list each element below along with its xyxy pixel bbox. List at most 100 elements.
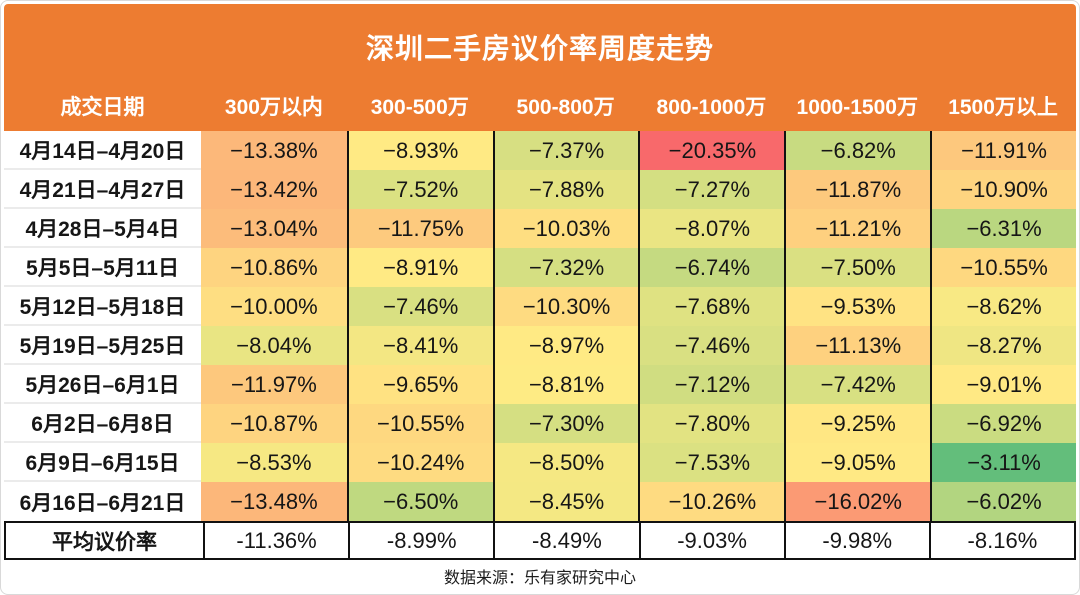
value-cell: −11.75% [346,209,493,248]
value-cell: −10.30% [492,287,639,326]
value-cell: −9.53% [784,287,931,326]
average-row-label: 平均议价率 [6,523,203,558]
average-value-cell: -8.16% [928,523,1074,558]
date-cell: 5月5日–5月11日 [4,248,201,287]
column-header-price-band: 500-800万 [516,96,615,119]
date-cell: 5月26日–6月1日 [4,365,201,404]
source-note: 数据来源：乐有家研究中心 [4,560,1076,591]
value-cell: −10.90% [930,170,1076,209]
date-cell: 5月12日–5月18日 [4,287,201,326]
value-cell: −9.65% [346,365,493,404]
value-cell: −10.03% [492,209,639,248]
date-cell: 4月21日–4月27日 [4,170,201,209]
value-cell: −7.53% [638,443,785,482]
value-cell: −8.07% [638,209,785,248]
value-cell: −6.74% [638,248,785,287]
value-cell: −8.93% [346,131,493,170]
value-cell: −7.68% [638,287,785,326]
value-cell: −8.50% [492,443,639,482]
value-cell: −10.87% [201,404,347,443]
table-row: 5月19日–5月25日 −8.04% −8.41% −8.97% −7.46% −11.1… [4,326,1076,365]
table-row: 6月9日–6月15日 −8.53% −10.24% −8.50% −7.53% −9.05… [4,443,1076,482]
value-cell: −7.46% [638,326,785,365]
value-cell: −10.86% [201,248,347,287]
average-value-cell: -11.36% [203,523,349,558]
column-header-price-band: 300万以内 [224,96,323,119]
value-cell: −8.45% [492,482,639,521]
value-cell: −13.04% [201,209,347,248]
average-value-cell: -9.98% [783,523,929,558]
value-cell: −8.04% [201,326,347,365]
date-cell: 6月16日–6月21日 [4,482,201,521]
column-header-price-band: 300-500万 [370,96,469,119]
value-cell: −10.26% [638,482,785,521]
page-title: 深圳二手房议价率周度走势 [365,32,714,64]
value-cell: −11.91% [930,131,1076,170]
value-cell: −11.13% [784,326,931,365]
value-cell: −13.38% [201,131,347,170]
value-cell: −7.52% [346,170,493,209]
value-cell: −7.27% [638,170,785,209]
date-cell: 5月19日–5月25日 [4,326,201,365]
value-cell: −8.97% [492,326,639,365]
value-cell: −7.50% [784,248,931,287]
table-row: 5月26日–6月1日 −11.97% −9.65% −8.81% −7.12% −7.42… [4,365,1076,404]
date-cell: 6月2日–6月8日 [4,404,201,443]
table-row: 4月28日–5月4日 −13.04% −11.75% −10.03% −8.07% −11… [4,209,1076,248]
value-cell: −11.21% [784,209,931,248]
value-cell: −7.42% [784,365,931,404]
value-cell: −6.31% [930,209,1076,248]
table-row: 6月16日–6月21日 −13.48% −6.50% −8.45% −10.26% −16… [4,482,1076,521]
value-cell: −9.05% [784,443,931,482]
table-row: 6月2日–6月8日 −10.87% −10.55% −7.30% −7.80% −9.25… [4,404,1076,443]
value-cell: −13.48% [201,482,347,521]
value-cell: −7.80% [638,404,785,443]
date-cell: 4月14日–4月20日 [4,131,201,170]
average-value-cell: -8.99% [348,523,494,558]
value-cell: −9.25% [784,404,931,443]
value-cell: −11.97% [201,365,347,404]
value-cell: −7.46% [346,287,493,326]
table-row: 4月21日–4月27日 −13.42% −7.52% −7.88% −7.27% −11.… [4,170,1076,209]
column-header-date: 成交日期 [60,96,145,119]
value-cell: −6.92% [930,404,1076,443]
value-cell: −6.82% [784,131,931,170]
value-cell: −8.81% [492,365,639,404]
value-cell: −6.50% [346,482,493,521]
value-cell: −8.53% [201,443,347,482]
value-cell: −8.41% [346,326,493,365]
table-row: 5月12日–5月18日 −10.00% −7.46% −10.30% −7.68% −9.… [4,287,1076,326]
column-header-row: 成交日期 300万以内 300-500万 500-800万 800-1000万 1000-… [4,89,1076,131]
value-cell: −10.24% [346,443,493,482]
average-value-cell: -8.49% [493,523,639,558]
table-body: 4月14日–4月20日 −13.38% −8.93% −7.37% −20.35% −6.… [4,131,1076,521]
value-cell: −8.27% [930,326,1076,365]
table-row: 5月5日–5月11日 −10.86% −8.91% −7.32% −6.74% −7.50… [4,248,1076,287]
value-cell: −8.91% [346,248,493,287]
value-cell: −10.55% [930,248,1076,287]
value-cell: −10.55% [346,404,493,443]
value-cell: −7.30% [492,404,639,443]
value-cell: −10.00% [201,287,347,326]
value-cell: −7.37% [492,131,639,170]
column-header-price-band: 1000-1500万 [796,96,918,119]
table-row: 4月14日–4月20日 −13.38% −8.93% −7.37% −20.35% −6.… [4,131,1076,170]
value-cell: −3.11% [930,443,1076,482]
date-cell: 4月28日–5月4日 [4,209,201,248]
value-cell: −7.12% [638,365,785,404]
column-header-price-band: 1500万以上 [948,96,1058,119]
value-cell: −9.01% [930,365,1076,404]
value-cell: −6.02% [930,482,1076,521]
value-cell: −20.35% [638,131,785,170]
average-value-cell: -9.03% [638,523,784,558]
value-cell: −11.87% [784,170,931,209]
column-header-price-band: 800-1000万 [656,96,767,119]
value-cell: −13.42% [201,170,347,209]
date-cell: 6月9日–6月15日 [4,443,201,482]
value-cell: −8.62% [930,287,1076,326]
value-cell: −7.32% [492,248,639,287]
value-cell: −16.02% [784,482,931,521]
table-header: 深圳二手房议价率周度走势 成交日期 300万以内 300-500万 500-800万 8… [4,4,1076,131]
value-cell: −7.88% [492,170,639,209]
